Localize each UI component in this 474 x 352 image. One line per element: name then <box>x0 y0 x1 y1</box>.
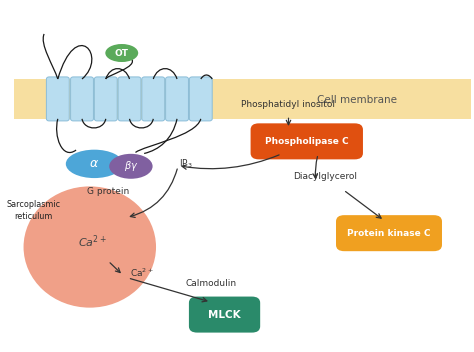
Text: Cell membrane: Cell membrane <box>317 95 397 105</box>
Text: Protein kinase C: Protein kinase C <box>347 229 431 238</box>
Ellipse shape <box>109 154 153 179</box>
FancyBboxPatch shape <box>165 77 189 121</box>
FancyBboxPatch shape <box>190 77 212 121</box>
Text: $\beta\gamma$: $\beta\gamma$ <box>124 159 138 173</box>
Text: Phosphatidyl inositol: Phosphatidyl inositol <box>241 100 336 109</box>
Text: OT: OT <box>115 49 129 57</box>
FancyBboxPatch shape <box>336 215 442 251</box>
Text: Diacylglycerol: Diacylglycerol <box>293 172 357 181</box>
FancyBboxPatch shape <box>189 297 260 333</box>
Text: Calmodulin: Calmodulin <box>186 279 237 288</box>
Text: Ca$^{2+}$: Ca$^{2+}$ <box>78 233 107 250</box>
Text: Phospholipase C: Phospholipase C <box>265 137 348 146</box>
Text: MLCK: MLCK <box>208 309 241 320</box>
Text: $\alpha$: $\alpha$ <box>89 157 100 170</box>
FancyBboxPatch shape <box>46 77 69 121</box>
Text: Sarcoplasmic
reticulum: Sarcoplasmic reticulum <box>7 200 61 221</box>
Text: G protein: G protein <box>87 187 129 196</box>
FancyBboxPatch shape <box>94 77 117 121</box>
FancyBboxPatch shape <box>142 77 164 121</box>
Text: Ca$^{2+}$: Ca$^{2+}$ <box>129 267 153 279</box>
Ellipse shape <box>24 187 156 308</box>
Text: IP$_3$: IP$_3$ <box>179 158 192 170</box>
FancyBboxPatch shape <box>14 79 471 119</box>
Ellipse shape <box>66 150 123 178</box>
Ellipse shape <box>105 44 138 62</box>
FancyBboxPatch shape <box>118 77 141 121</box>
FancyBboxPatch shape <box>251 123 363 159</box>
FancyBboxPatch shape <box>71 77 93 121</box>
